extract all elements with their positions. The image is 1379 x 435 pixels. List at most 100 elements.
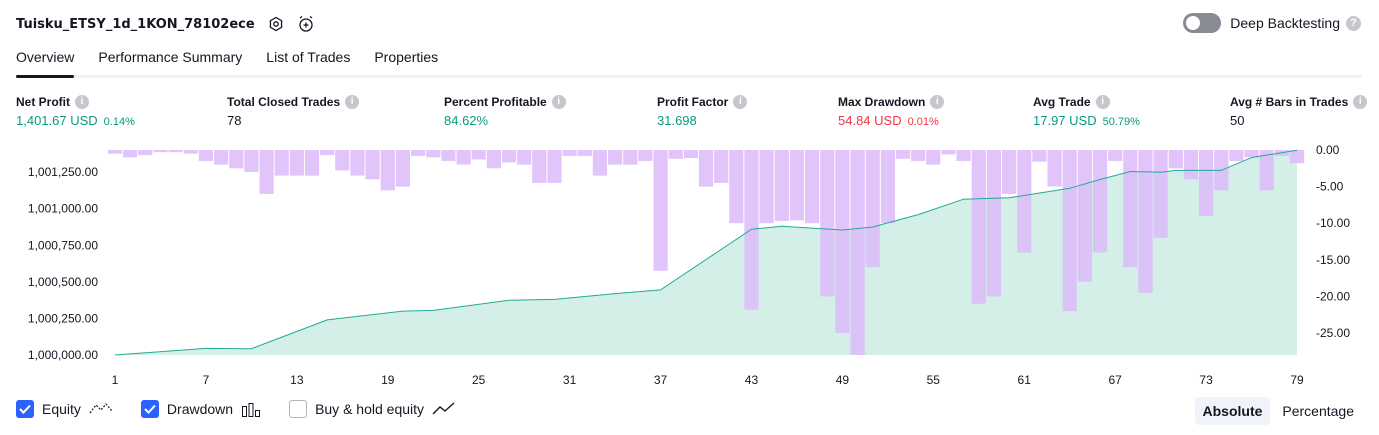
metric-label: Total Closed Trades (227, 94, 341, 109)
add-alert-icon[interactable] (297, 15, 315, 33)
drawdown-bar (986, 150, 1001, 297)
metric-net-profit: Net Profit i 1,401.67 USD 0.14% (16, 93, 135, 128)
chart-legend: Equity Drawdown Buy & hold equity (16, 400, 484, 418)
drawdown-bar (926, 150, 941, 165)
drawdown-bar (214, 150, 229, 165)
help-icon[interactable]: ? (1346, 15, 1361, 31)
x-tick-label: 37 (654, 373, 668, 387)
y-tick-label-right: 0.00 (1316, 143, 1340, 157)
metric-percent: 0.01% (907, 116, 939, 128)
tab-overview[interactable]: Overview (16, 47, 75, 78)
drawdown-bar (1199, 150, 1214, 216)
tab-bar: Overview Performance Summary List of Tra… (16, 47, 1362, 78)
y-tick-label-left: 1,000,250.00 (28, 311, 98, 325)
drawdown-bar (259, 150, 274, 194)
drawdown-bar (956, 150, 971, 161)
drawdown-bar (911, 150, 926, 161)
drawdown-bar (456, 150, 471, 165)
drawdown-bar (820, 150, 835, 297)
strategy-title: Tuisku_ETSY_1d_1KON_78102ece (16, 16, 255, 32)
y-tick-label-left: 1,001,250.00 (28, 165, 98, 179)
info-icon[interactable]: i (930, 94, 945, 109)
info-icon[interactable]: i (75, 94, 89, 109)
drawdown-bar (1244, 150, 1259, 158)
metric-value: 17.97 USD (1033, 113, 1097, 128)
metric-value: 78 (227, 113, 242, 128)
equity-drawdown-chart[interactable]: 1,000,000.00 1,000,250.00 1,000,500.00 1,00… (0, 138, 1379, 388)
metric-label: Avg # Bars in Trades (1230, 94, 1349, 109)
drawdown-bar (1032, 150, 1047, 162)
drawdown-bar (1077, 150, 1092, 282)
info-icon[interactable]: i (733, 94, 748, 109)
drawdown-bar (335, 150, 350, 171)
metric-avg-trade: Avg Trade i 17.97 USD 50.79% (1033, 93, 1140, 128)
x-tick-label: 61 (1018, 373, 1032, 387)
drawdown-bar (759, 150, 774, 224)
drawdown-bars-icon (241, 401, 261, 417)
settings-icon[interactable] (267, 15, 285, 33)
y-tick-label-right: -10.00 (1316, 216, 1350, 230)
equity-checkbox[interactable] (16, 400, 34, 418)
tab-properties[interactable]: Properties (374, 49, 439, 65)
drawdown-bar (547, 150, 562, 183)
drawdown-bar (1017, 150, 1032, 253)
drawdown-bar (683, 150, 698, 159)
info-icon[interactable]: i (551, 94, 566, 109)
drawdown-bar (835, 150, 850, 333)
buy-hold-checkbox[interactable] (289, 400, 308, 418)
x-tick-label: 73 (1199, 373, 1213, 387)
drawdown-bar (168, 150, 183, 153)
absolute-button[interactable]: Absolute (1194, 397, 1271, 425)
info-icon[interactable]: i (345, 94, 360, 109)
drawdown-checkbox[interactable] (140, 400, 159, 418)
drawdown-bar (895, 150, 911, 159)
toggle-knob (1186, 16, 1201, 30)
info-icon[interactable]: i (1095, 94, 1110, 109)
tab-performance-summary[interactable]: Performance Summary (98, 49, 243, 65)
metric-label: Net Profit (16, 94, 70, 109)
y-tick-label-right: -5.00 (1316, 180, 1344, 194)
x-tick-label: 31 (563, 373, 577, 387)
equity-line-icon (89, 401, 113, 417)
legend-buy-hold[interactable]: Buy & hold equity (289, 400, 456, 418)
metric-percent: 50.79% (1102, 116, 1140, 128)
x-tick-label: 25 (472, 373, 486, 387)
tab-list-of-trades[interactable]: List of Trades (266, 49, 351, 65)
metric-max-drawdown: Max Drawdown i 54.84 USD 0.01% (838, 93, 945, 128)
drawdown-bar (183, 150, 198, 154)
drawdown-bar (729, 150, 744, 224)
percentage-button[interactable]: Percentage (1282, 403, 1354, 419)
deep-backtesting-toggle[interactable] (1183, 13, 1222, 33)
y-tick-label-left: 1,000,500.00 (28, 275, 98, 289)
legend-drawdown[interactable]: Drawdown (140, 400, 261, 418)
x-tick-label: 79 (1290, 373, 1304, 387)
drawdown-bar (107, 150, 123, 154)
drawdown-bar (668, 150, 683, 159)
y-tick-label-left: 1,000,750.00 (28, 238, 98, 252)
drawdown-bar (608, 150, 623, 165)
metric-label: Profit Factor (657, 94, 729, 109)
drawdown-bar (1259, 150, 1274, 191)
metric-percent-profitable: Percent Profitable i 84.62% (444, 93, 566, 128)
legend-label: Equity (42, 401, 81, 417)
drawdown-bar (805, 150, 820, 224)
drawdown-bar (1002, 150, 1017, 194)
metric-label: Percent Profitable (444, 94, 547, 109)
drawdown-bar (1062, 150, 1077, 312)
drawdown-bar (774, 150, 789, 221)
y-tick-label-left: 1,001,000.00 (28, 202, 98, 216)
drawdown-bar (971, 150, 986, 304)
drawdown-bar (1108, 150, 1123, 161)
drawdown-bar (365, 150, 380, 180)
x-tick-label: 7 (203, 373, 210, 387)
equity-line (114, 149, 1298, 356)
metric-value: 50 (1230, 113, 1245, 128)
drawdown-bar (1229, 150, 1244, 161)
drawdown-bar (153, 150, 168, 153)
drawdown-bar (789, 150, 804, 221)
metric-value: 54.84 USD (838, 113, 902, 128)
legend-equity[interactable]: Equity (16, 400, 113, 418)
drawdown-bar (1183, 150, 1198, 180)
drawdown-bar (380, 150, 395, 191)
info-icon[interactable]: i (1353, 94, 1368, 109)
